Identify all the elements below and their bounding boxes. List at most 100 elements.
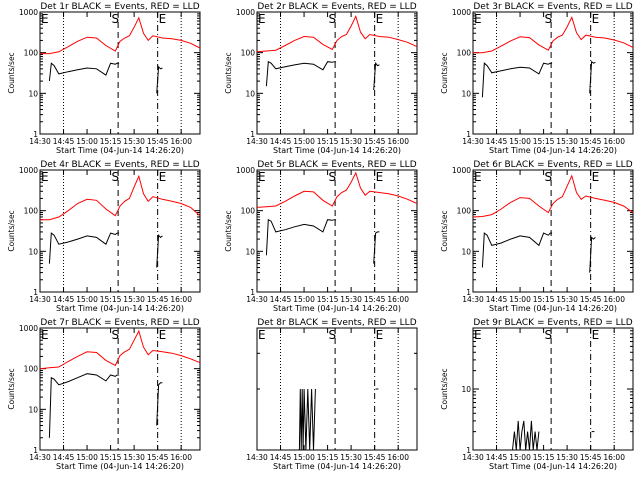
panel-title: Det 3r BLACK = Events, RED = LLD xyxy=(473,2,632,12)
x-tick-label: 16:00 xyxy=(170,453,192,462)
lld-series-line xyxy=(40,174,201,221)
x-tick-label: 15:45 xyxy=(364,453,386,462)
events-series-line-1 xyxy=(48,373,120,438)
x-tick-label: 15:30 xyxy=(123,453,145,462)
marker-s: S xyxy=(544,328,552,342)
events-series-line-2 xyxy=(589,236,596,273)
x-tick-label: 16:00 xyxy=(170,137,192,146)
events-series-line-1 xyxy=(481,232,553,268)
x-tick-label: 14:30 xyxy=(462,137,484,146)
events-series-line-1 xyxy=(265,218,337,256)
panel-title: Det 7r BLACK = Events, RED = LLD xyxy=(40,318,199,328)
x-tick-label: 14:30 xyxy=(246,137,268,146)
y-tick-label: 1000 xyxy=(452,166,471,175)
marker-e-left: E xyxy=(474,328,482,342)
y-tick-label: 10 xyxy=(245,89,255,98)
plot-frame xyxy=(39,11,201,135)
x-axis-label: Start Time (04-Jun-14 14:26:20) xyxy=(56,462,184,471)
plot-frame xyxy=(256,169,418,293)
panel-det8r: Det 8r BLACK = Events, RED = LLD 14:30 14:… xyxy=(246,318,418,471)
x-axis-label: Start Time (04-Jun-14 14:26:20) xyxy=(489,462,617,471)
x-tick-label: 15:00 xyxy=(293,295,315,304)
x-tick-label: 14:45 xyxy=(270,137,292,146)
marker-e-right: E xyxy=(376,170,384,184)
events-series-line-2 xyxy=(373,231,380,264)
x-tick-label: 15:15 xyxy=(317,453,339,462)
y-tick-label: 1 xyxy=(250,130,255,139)
marker-e-left: E xyxy=(41,328,49,342)
y-tick-label: 10 xyxy=(245,247,255,256)
marker-e-right: E xyxy=(592,170,600,184)
x-tick-label: 15:15 xyxy=(100,137,122,146)
lld-series-line xyxy=(473,15,634,54)
x-tick-label: 15:15 xyxy=(533,137,555,146)
plot-frame xyxy=(472,169,634,293)
y-tick-label: 1000 xyxy=(236,8,255,17)
y-tick-label: 1 xyxy=(33,130,38,139)
panel-title: Det 6r BLACK = Events, RED = LLD xyxy=(473,160,632,170)
x-tick-label: 15:45 xyxy=(580,137,602,146)
marker-e-right: E xyxy=(159,12,167,26)
panel-title: Det 2r BLACK = Events, RED = LLD xyxy=(257,2,416,12)
lld-series-line xyxy=(40,16,201,55)
x-tick-label: 14:45 xyxy=(53,137,75,146)
lld-series-line xyxy=(256,171,418,208)
events-series-line-2 xyxy=(373,61,380,91)
y-tick-label: 1 xyxy=(250,288,255,297)
x-tick-label: 14:45 xyxy=(270,295,292,304)
x-tick-label: 15:45 xyxy=(147,137,169,146)
y-tick-label: 100 xyxy=(24,365,39,374)
x-tick-label: 15:30 xyxy=(556,453,578,462)
x-tick-label: 14:45 xyxy=(486,295,508,304)
y-tick-label: 1 xyxy=(33,446,38,455)
x-tick-label: 16:00 xyxy=(387,295,409,304)
x-axis-label: Start Time (04-Jun-14 14:26:20) xyxy=(489,146,617,155)
lld-series-line xyxy=(39,329,201,370)
y-tick-label: 100 xyxy=(241,207,256,216)
x-tick-label: 15:15 xyxy=(317,137,339,146)
marker-e-left: E xyxy=(474,12,482,26)
panel-det4r: Det 4r BLACK = Events, RED = LLD 14:30 14:… xyxy=(7,160,201,313)
x-tick-label: 14:30 xyxy=(246,295,268,304)
y-axis-label: Counts/sec xyxy=(440,52,449,93)
y-tick-label: 1000 xyxy=(19,8,38,17)
x-tick-label: 15:45 xyxy=(580,295,602,304)
plot-frame xyxy=(39,169,201,293)
y-tick-label: 1000 xyxy=(19,324,38,333)
y-axis-label: Counts/sec xyxy=(440,368,449,409)
x-tick-label: 15:15 xyxy=(100,295,122,304)
marker-s: S xyxy=(111,12,119,26)
events-series-line-1 xyxy=(48,62,120,82)
y-tick-label: 1000 xyxy=(19,166,38,175)
marker-e-left: E xyxy=(258,12,266,26)
marker-e-left: E xyxy=(41,12,49,26)
panel-title: Det 9r BLACK = Events, RED = LLD xyxy=(473,318,632,328)
events-series-line-1 xyxy=(265,60,337,87)
y-tick-label: 100 xyxy=(241,49,256,58)
x-tick-label: 14:45 xyxy=(53,453,75,462)
plot-frame xyxy=(472,11,634,135)
x-tick-label: 16:00 xyxy=(603,453,625,462)
y-tick-label: 10 xyxy=(461,247,471,256)
x-tick-label: 15:00 xyxy=(509,295,531,304)
x-axis-label: Start Time (04-Jun-14 14:26:20) xyxy=(273,462,401,471)
marker-e-right: E xyxy=(159,328,167,342)
panel-title: Det 1r BLACK = Events, RED = LLD xyxy=(40,2,199,12)
marker-s: S xyxy=(544,12,552,26)
panel-det7r: Det 7r BLACK = Events, RED = LLD 14:30 14:… xyxy=(7,318,201,471)
x-tick-label: 14:30 xyxy=(462,453,484,462)
x-tick-label: 15:45 xyxy=(147,295,169,304)
plot-frame xyxy=(256,11,418,135)
x-tick-label: 16:00 xyxy=(387,137,409,146)
x-tick-label: 15:30 xyxy=(556,137,578,146)
y-axis-label: Counts/sec xyxy=(224,52,233,93)
x-tick-label: 15:00 xyxy=(76,137,98,146)
events-series-line-2 xyxy=(156,233,163,268)
lld-series-line xyxy=(256,15,418,53)
x-tick-label: 15:15 xyxy=(317,295,339,304)
x-tick-label: 16:00 xyxy=(603,295,625,304)
x-tick-label: 15:00 xyxy=(293,137,315,146)
events-series-line-2 xyxy=(156,382,163,426)
events-series-line-0 xyxy=(512,420,540,451)
marker-e-right: E xyxy=(592,328,600,342)
